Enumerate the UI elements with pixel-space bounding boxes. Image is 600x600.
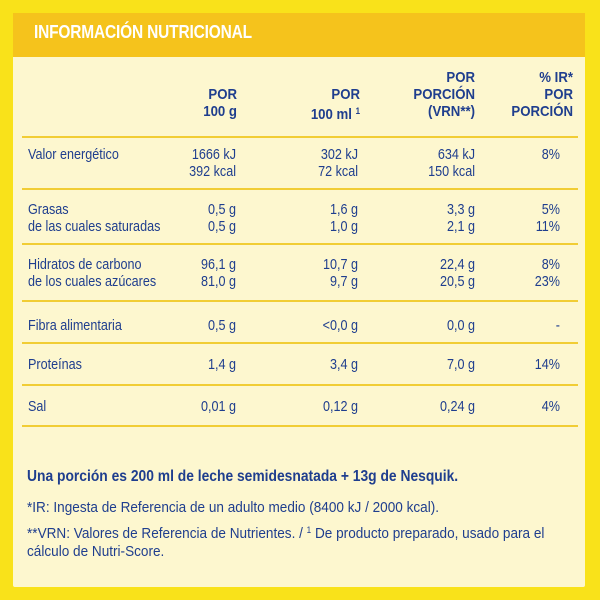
row-rule [22,425,578,427]
row-rule [22,243,578,245]
cell-fat-ir: 5% 11% [535,201,560,235]
vrn-footnote: **VRN: Valores de Referencia de Nutrient… [27,525,545,542]
cell-fiber-ir: - [555,317,560,334]
cell-fiber-100ml: <0,0 g [322,317,358,334]
row-rule [22,300,578,302]
cell-salt-100ml: 0,12 g [322,398,358,415]
cell-carbs-ir: 8% 23% [534,256,560,290]
header-per-100g: POR 100 g [203,86,237,120]
cell-fiber-100g: 0,5 g [207,317,236,334]
row-label-salt: Sal [28,398,47,415]
vrn-footnote-cont: cálculo de Nutri-Score. [27,543,165,560]
row-label-fat: Grasas de las cuales saturadas [28,201,161,235]
cell-carbs-100ml: 10,7 g 9,7 g [322,256,358,290]
row-rule [22,188,578,190]
cell-salt-100g: 0,01 g [200,398,236,415]
cell-energy-ir: 8% [541,146,560,163]
cell-salt-ir: 4% [541,398,560,415]
cell-energy-portion: 634 kJ 150 kcal [428,146,475,180]
row-label-protein: Proteínas [28,356,82,373]
row-label-fiber: Fibra alimentaria [28,317,122,334]
cell-protein-100g: 1,4 g [207,356,236,373]
page-title: INFORMACIÓN NUTRICIONAL [34,22,252,42]
header-per-100ml: POR 100 ml 1 [310,86,360,123]
cell-fat-100ml: 1,6 g 1,0 g [329,201,358,235]
row-rule [22,384,578,386]
header-per-portion: POR PORCIÓN (VRN**) [413,69,475,120]
cell-protein-portion: 7,0 g [446,356,475,373]
header-ir: % IR* POR PORCIÓN [511,69,573,120]
cell-protein-100ml: 3,4 g [329,356,358,373]
cell-carbs-100g: 96,1 g 81,0 g [200,256,236,290]
cell-fat-portion: 3,3 g 2,1 g [446,201,475,235]
cell-fat-100g: 0,5 g 0,5 g [207,201,236,235]
row-label-energy: Valor energético [28,146,119,163]
cell-energy-100ml: 302 kJ 72 kcal [318,146,358,180]
row-rule [22,342,578,344]
cell-protein-ir: 14% [534,356,560,373]
cell-carbs-portion: 22,4 g 20,5 g [439,256,475,290]
row-label-carbs: Hidratos de carbono de los cuales azúcare… [28,256,157,290]
cell-fiber-portion: 0,0 g [446,317,475,334]
portion-note: Una porción es 200 ml de leche semidesna… [27,468,459,485]
header-rule [22,136,578,138]
ir-footnote: *IR: Ingesta de Referencia de un adulto … [27,499,440,516]
cell-salt-portion: 0,24 g [439,398,475,415]
cell-energy-100g: 1666 kJ 392 kcal [189,146,236,180]
title-bar [13,13,585,57]
